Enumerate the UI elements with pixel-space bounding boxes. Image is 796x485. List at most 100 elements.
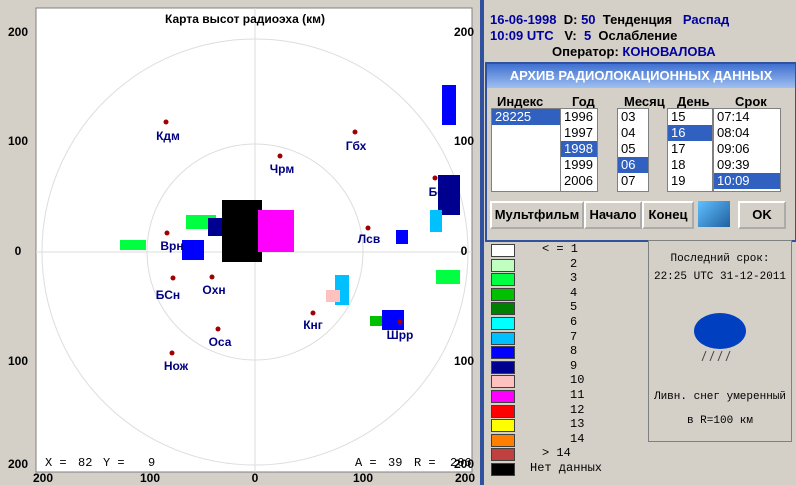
ring-100 (146, 143, 364, 361)
station-dot (310, 310, 316, 316)
echo-cell (370, 316, 382, 326)
list-box[interactable]: 28225 (491, 108, 561, 192)
list-item[interactable]: 03 (621, 109, 636, 124)
axis-label-right: 200 (454, 25, 474, 39)
list-item[interactable]: 28225 (492, 109, 560, 125)
axis-label-bottom: 200 (455, 471, 475, 485)
legend-label: 5 (570, 300, 578, 315)
cursor-left: 82 (78, 456, 92, 470)
last-time: 22:25 UTC 31-12-2011 (653, 271, 787, 283)
cursor-right: 39 (388, 456, 402, 470)
legend-label: 13 (570, 417, 585, 432)
list-box[interactable]: 15 16 17 18 19 (667, 108, 713, 192)
list-item[interactable]: 07:14 (717, 109, 750, 124)
echo-cell (258, 210, 294, 252)
station-dot (164, 230, 170, 236)
list-item[interactable]: 04 (621, 125, 636, 140)
station-label: Охн (202, 283, 225, 297)
axis-label-right: 0 (461, 244, 468, 258)
list-item[interactable]: 09:39 (717, 157, 750, 172)
list-item[interactable]: 16 (668, 125, 712, 141)
list-item[interactable]: 2006 (564, 173, 593, 188)
legend-swatch (491, 404, 515, 418)
axis-label-left: 100 (8, 134, 28, 148)
axis-label-left: 100 (8, 354, 28, 368)
station-label: Гбх (346, 139, 367, 153)
station-dot (169, 350, 175, 356)
list-item[interactable]: 1998 (561, 141, 597, 157)
list-item[interactable]: 1999 (564, 157, 593, 172)
legend-label: 11 (570, 388, 585, 402)
legend-swatch (491, 302, 515, 316)
list-item[interactable]: 09:06 (717, 141, 750, 156)
legend-label: < = 1 (542, 242, 579, 256)
station-dot (215, 326, 221, 332)
last-label: Последний срок: (670, 253, 770, 265)
range: в R=100 км (686, 415, 753, 427)
list-item[interactable]: 1996 (564, 109, 593, 124)
axis-label-bottom: 0 (252, 471, 259, 485)
list-item[interactable]: 08:04 (717, 125, 750, 140)
date: 16-06-1998 (490, 12, 557, 27)
legend-swatch (491, 463, 515, 476)
list-item[interactable]: 17 (671, 141, 686, 156)
legend-swatch (491, 287, 515, 301)
station-dot (170, 275, 176, 281)
echo-cell (442, 85, 456, 125)
list-item[interactable]: 05 (621, 141, 636, 156)
echo-cell (382, 310, 404, 330)
list-item[interactable]: 18 (671, 157, 686, 172)
status-line-2: 10:09 UTC V: 5 Ослабление (490, 28, 677, 43)
cursor-right: 206 (450, 456, 472, 470)
station-label: Бср (429, 185, 452, 199)
echo-cell (430, 210, 442, 232)
echo-cell (436, 270, 460, 284)
axis-label-left: 200 (8, 457, 28, 471)
list-item[interactable]: 07 (621, 173, 636, 188)
list-item[interactable]: 15 (671, 109, 686, 124)
legend-label: 3 (570, 271, 578, 286)
button[interactable]: Мультфильм (490, 201, 584, 229)
axis-label-bottom: 100 (140, 471, 160, 485)
v: 5 (583, 28, 592, 43)
station-dot (209, 274, 215, 280)
legend-swatch (491, 390, 515, 403)
button[interactable]: Начало (584, 201, 642, 229)
legend-label: > 14 (542, 446, 571, 461)
legend-label: 6 (570, 315, 578, 329)
list-item[interactable]: 06 (618, 157, 648, 173)
legend-label: 9 (570, 358, 578, 373)
book-icon[interactable] (698, 201, 730, 227)
list-box[interactable]: 07:14 08:04 09:06 09:39 10:09 (713, 108, 781, 192)
weather-icon (690, 309, 750, 365)
list-item[interactable]: 1997 (564, 125, 593, 140)
legend-label: 8 (570, 344, 578, 359)
list-item[interactable]: 19 (671, 173, 686, 188)
list-item[interactable]: 10:09 (714, 173, 780, 189)
legend-swatch (491, 433, 515, 447)
weather: Ливн. снег умеренный (653, 391, 787, 403)
legend-swatch (491, 244, 515, 257)
button[interactable]: OK (738, 201, 786, 229)
cursor-left: Y = (103, 456, 125, 470)
station-label: Врн (160, 239, 183, 253)
trend: Распад (682, 12, 730, 27)
station-dot (365, 225, 371, 231)
button[interactable]: Конец (642, 201, 694, 229)
legend-label: 2 (570, 256, 578, 271)
legend-swatch (491, 317, 515, 330)
legend-label: 4 (570, 285, 578, 300)
legend-swatch (491, 346, 515, 360)
legend-swatch (491, 360, 515, 374)
station-dot (352, 129, 358, 135)
list-box[interactable]: 03 04 05 06 07 (617, 108, 649, 192)
echo-cell (182, 240, 204, 260)
v-label: V: (564, 28, 577, 43)
weakening: Ослабление (598, 28, 678, 43)
station-label: Кдм (156, 129, 180, 143)
echo-cell (326, 290, 340, 302)
legend-label: 14 (570, 431, 585, 446)
station-label: БСн (156, 288, 180, 302)
list-box[interactable]: 1996 1997 1998 1999 2006 (560, 108, 598, 192)
